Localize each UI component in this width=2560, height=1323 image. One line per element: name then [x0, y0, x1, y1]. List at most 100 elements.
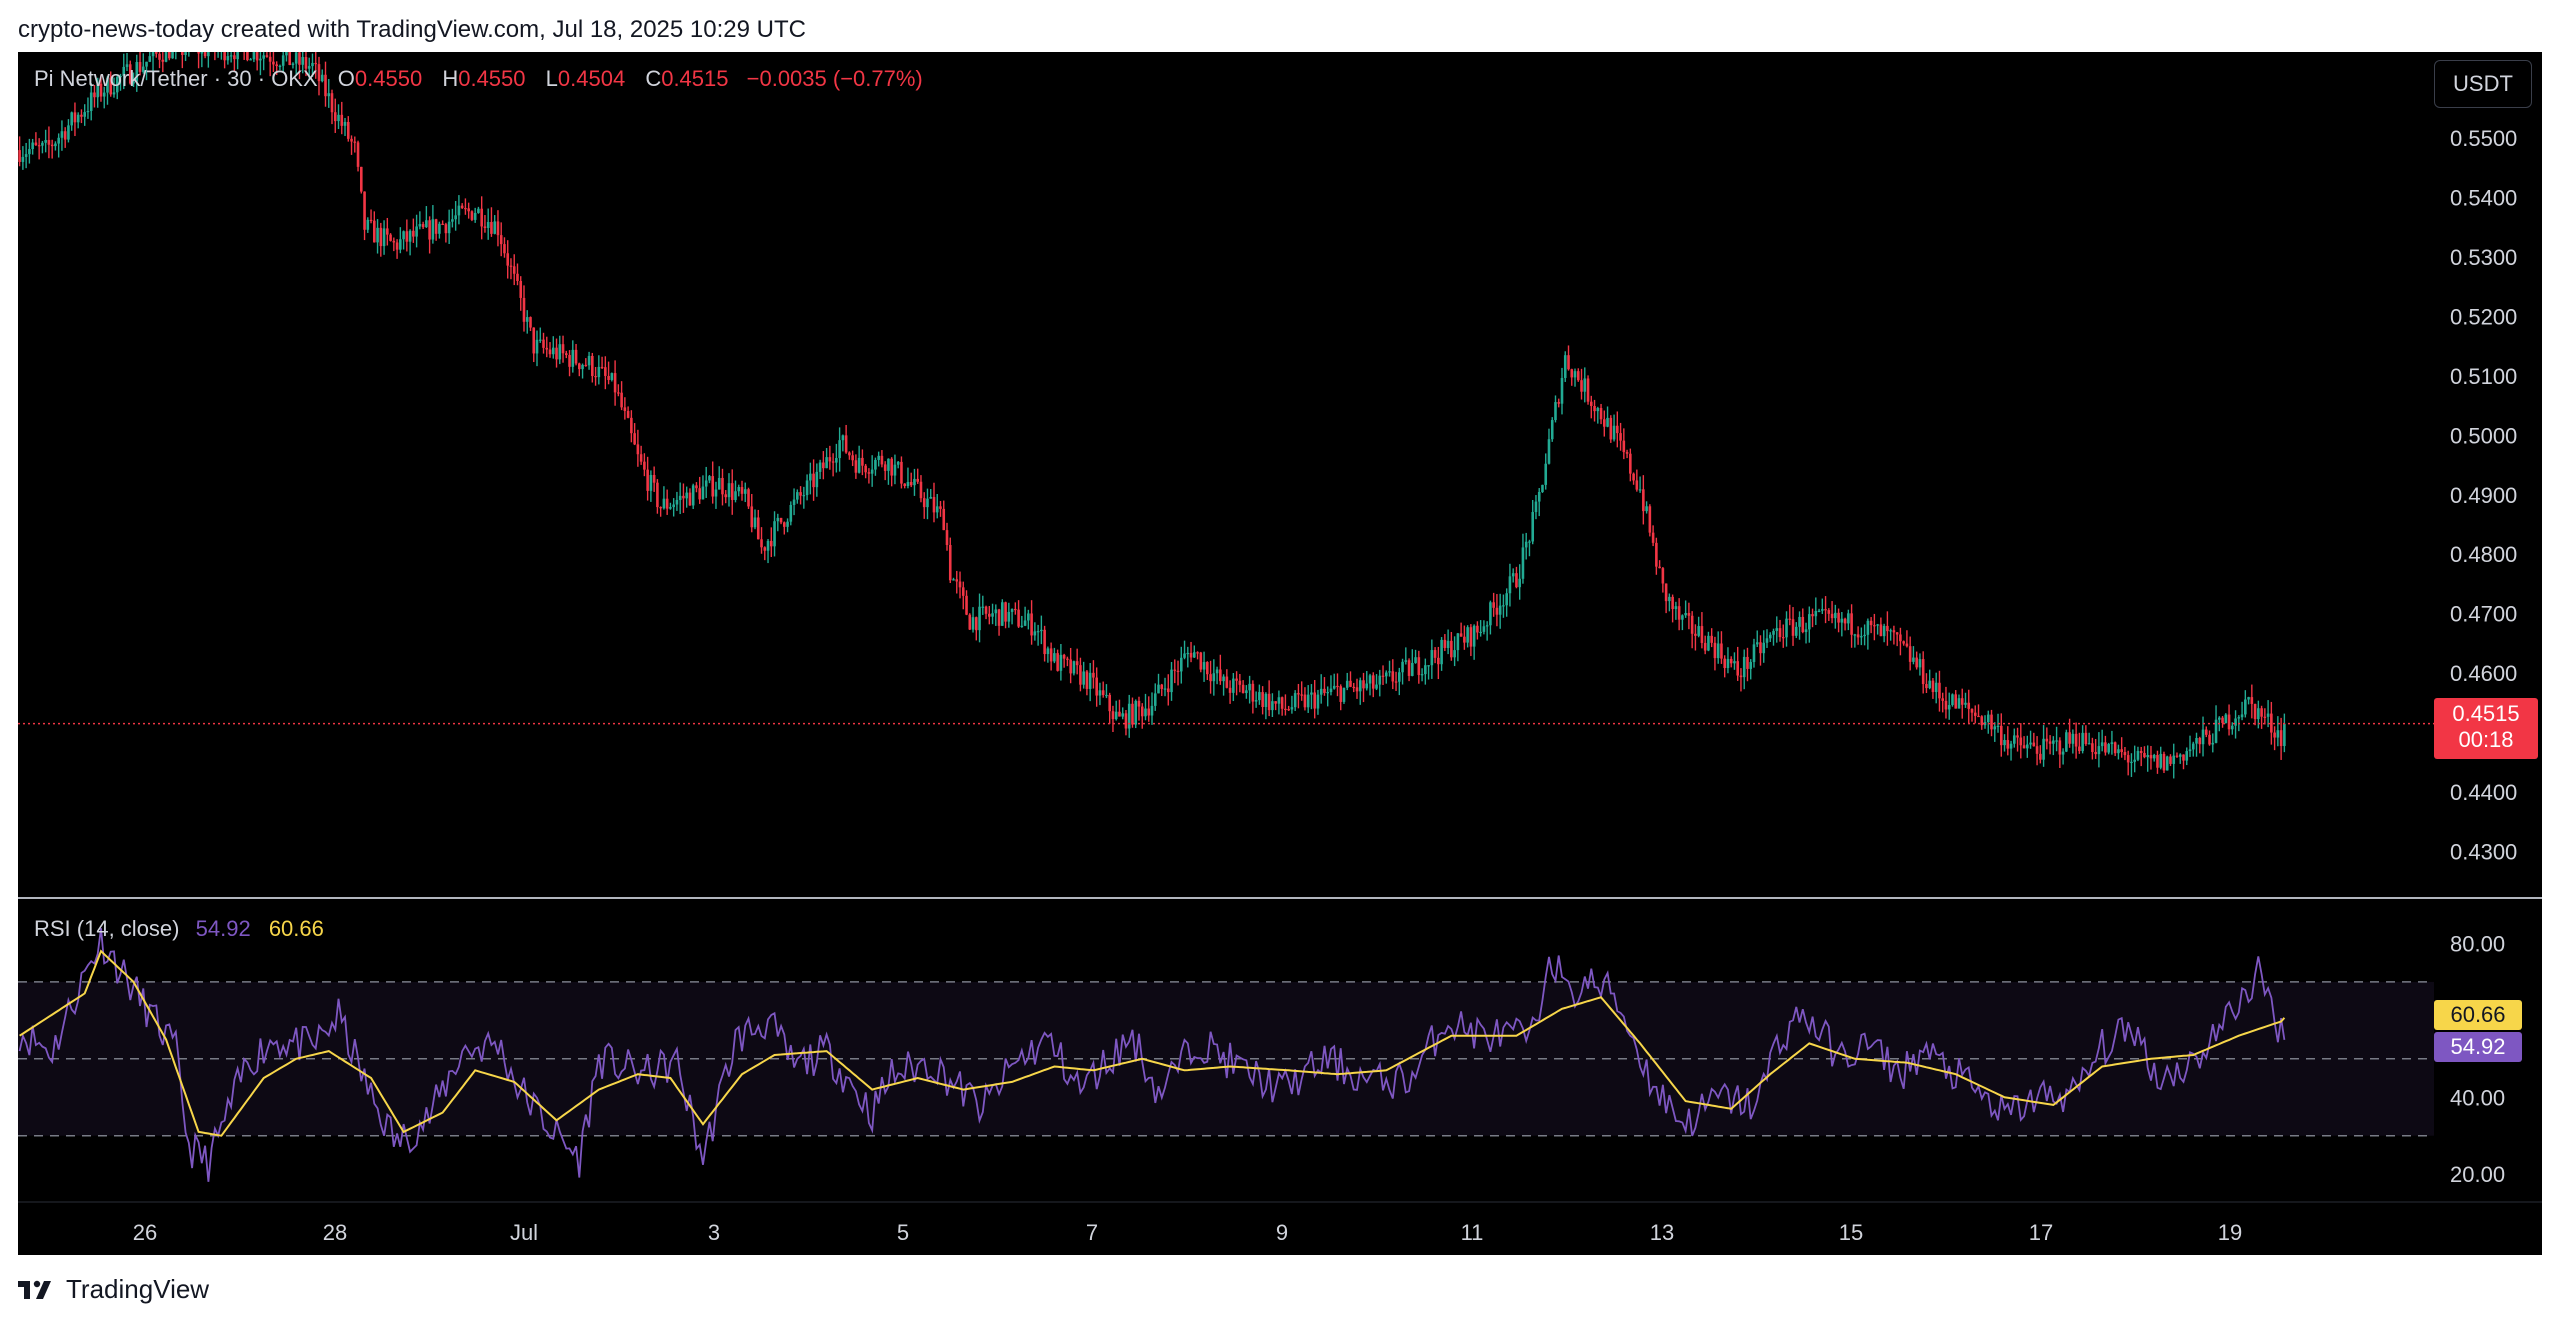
candle-body [1121, 713, 1125, 717]
candle-body [252, 52, 256, 60]
candle-body [2162, 753, 2166, 771]
candle-body [363, 191, 366, 230]
candle-body [1970, 708, 1974, 713]
candle-body [2283, 723, 2286, 747]
candle-body [1079, 665, 1082, 685]
candle-body [1043, 629, 1046, 655]
candle-body [2107, 744, 2110, 753]
candle-body [558, 344, 562, 360]
candle-body [496, 221, 500, 236]
candle-body [1124, 713, 1128, 729]
candle-body [278, 65, 282, 67]
candle-body [2172, 755, 2176, 764]
candle-body [1140, 706, 1144, 717]
candle-body [1655, 542, 1658, 567]
candle-body [441, 223, 444, 225]
candle-body [1082, 671, 1085, 685]
candle-body [2211, 742, 2215, 745]
candle-body [161, 59, 165, 62]
candle-body [376, 227, 379, 243]
last-price-tag: 0.4515 00:18 [2434, 698, 2538, 759]
candle-body [2126, 755, 2130, 763]
candle-body [229, 55, 233, 57]
candle-body [1707, 635, 1710, 651]
candle-body [320, 74, 324, 82]
candle-body [2104, 742, 2107, 753]
chart-frame[interactable]: 0.5500 0.5400 0.5300 0.5200 0.5100 0.5000 0.49… [18, 52, 2542, 1255]
rsi-legend: RSI (14, close) 54.92 60.66 [34, 916, 324, 942]
candle-body [1303, 694, 1307, 708]
candle-body [1287, 709, 1290, 711]
candle-body [659, 507, 662, 509]
symbol-label[interactable]: Pi Network/Tether · 30 · OKX [34, 66, 318, 91]
candle-body [1329, 688, 1333, 693]
candle-body [2081, 732, 2084, 752]
currency-button[interactable]: USDT [2434, 60, 2532, 108]
candle-body [1768, 634, 1772, 639]
candle-body [1902, 641, 1905, 644]
candle-body [1830, 613, 1834, 619]
candle-body [753, 517, 757, 528]
candle-body [2039, 753, 2042, 760]
candle-body [249, 59, 252, 61]
candle-body [730, 483, 734, 500]
candle-body [1834, 612, 1837, 619]
candle-body [1573, 371, 1577, 378]
candle-body [1170, 669, 1173, 693]
brand-name: TradingView [66, 1274, 210, 1304]
candle-body [512, 266, 516, 274]
bar-countdown: 00:18 [2458, 727, 2514, 752]
candle-body [1931, 680, 1935, 693]
candle-body [2143, 753, 2146, 758]
candle-body [1853, 634, 1857, 636]
price-tick-label: 0.5300 [2450, 245, 2517, 270]
candle-body [1339, 686, 1343, 702]
candle-body [70, 112, 73, 126]
candle-body [909, 482, 913, 486]
candle-body [1176, 670, 1180, 672]
candle-body [568, 355, 571, 367]
candle-body [1749, 662, 1753, 669]
candle-body [555, 347, 558, 360]
candle-body [1716, 643, 1720, 659]
candle-body [669, 507, 672, 509]
candle-body [2091, 743, 2094, 752]
candle-body [226, 56, 230, 61]
candle-body [207, 52, 210, 57]
candle-body [1166, 688, 1170, 693]
candle-body [1576, 371, 1580, 381]
candle-body [988, 613, 991, 617]
candle-body [1306, 694, 1310, 708]
candle-body [2048, 741, 2052, 744]
candle-body [1505, 593, 1508, 606]
candle-body [1635, 480, 1639, 490]
time-tick-label: 19 [2218, 1220, 2242, 1245]
close-value: 0.4515 [661, 66, 729, 91]
candle-body [1453, 650, 1456, 658]
candle-body [1420, 674, 1424, 676]
candle-body [1980, 716, 1984, 726]
candle-body [545, 347, 549, 350]
tradingview-brand[interactable]: TradingView [18, 1274, 209, 1305]
candle-body [1736, 661, 1740, 676]
candle-body [2133, 759, 2136, 762]
rsi-label[interactable]: RSI (14, close) [34, 916, 180, 941]
candle-body [135, 62, 139, 82]
candle-body [890, 458, 893, 476]
time-tick-label: 9 [1276, 1220, 1288, 1245]
candle-body [268, 56, 272, 62]
candle-body [399, 239, 402, 250]
candle-body [148, 56, 152, 62]
candle-body [688, 492, 692, 506]
candle-body [1593, 405, 1596, 412]
candle-body [2260, 708, 2263, 717]
candle-body [2231, 725, 2234, 730]
chart-canvas[interactable]: 0.5500 0.5400 0.5300 0.5200 0.5100 0.5000 0.49… [18, 52, 2542, 1255]
rsi-tag: 54.92 [2434, 1032, 2522, 1062]
candle-body [792, 499, 796, 505]
candle-body [1297, 693, 1300, 695]
candle-body [1088, 672, 1092, 689]
candle-body [1629, 453, 1632, 474]
candle-body [1101, 690, 1105, 696]
candle-body [1371, 675, 1375, 689]
